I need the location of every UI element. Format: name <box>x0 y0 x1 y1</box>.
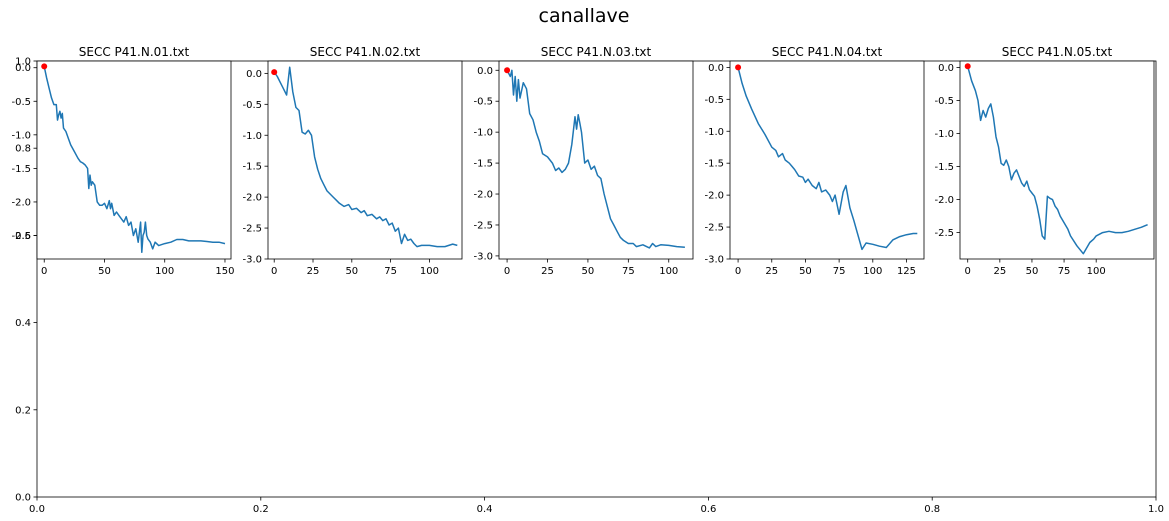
axes-3: SECC P41.N.03.txt 0 25 50 75 100 0.0 -0.5 -1.0 -1… <box>473 45 694 277</box>
y-tick-label: -1.0 <box>934 129 954 140</box>
y-tick-label: -3.0 <box>704 255 724 266</box>
start-point-marker <box>271 69 278 76</box>
axes-1: SECC P41.N.01.txt 0 50 100 150 0.0 -0.5 -1.0 -1.… <box>11 45 234 277</box>
x-tick-label: 50 <box>98 266 111 277</box>
axes-container: 0.0 0.2 0.4 0.6 0.8 1.00.00.20.40.60.81.0SECC… <box>11 45 1163 515</box>
y-tick-label: 0.0 <box>15 63 31 74</box>
y-tick-label: 0.0 <box>708 63 724 74</box>
x-tick-label: 25 <box>541 266 554 277</box>
x-tick-label: 25 <box>765 266 778 277</box>
axes-frame <box>498 60 694 260</box>
y-tick-label: 0.0 <box>938 63 954 74</box>
y-tick-label: 0.6 <box>15 231 31 242</box>
x-tick-label: 100 <box>659 266 678 277</box>
x-tick-label: 50 <box>582 266 595 277</box>
x-tick-label: 0.8 <box>924 504 940 515</box>
y-tick-label: -0.5 <box>473 97 493 108</box>
y-tick-label: -3.0 <box>242 255 262 266</box>
y-tick-label: -2.0 <box>704 191 724 202</box>
start-point-marker <box>504 67 511 74</box>
start-point-marker <box>41 63 48 70</box>
axes-frame <box>36 60 232 260</box>
y-tick-label: 0.0 <box>246 69 262 80</box>
subplot-title: SECC P41.N.04.txt <box>772 45 883 59</box>
y-tick-label: 0.4 <box>15 318 31 329</box>
y-tick-label: -2.5 <box>473 220 493 231</box>
y-tick-label: -2.0 <box>11 197 31 208</box>
y-tick-label: -0.5 <box>934 96 954 107</box>
x-tick-label: 0 <box>735 266 741 277</box>
x-tick-label: 0.0 <box>29 504 45 515</box>
y-tick-label: -1.5 <box>704 159 724 170</box>
y-tick-label: -2.5 <box>704 223 724 234</box>
x-tick-label: 25 <box>993 266 1006 277</box>
x-tick-label: 0 <box>41 266 47 277</box>
y-tick-label: -2.0 <box>473 190 493 201</box>
subplot-title: SECC P41.N.05.txt <box>1002 45 1113 59</box>
y-tick-label: -3.0 <box>473 251 493 262</box>
axes-frame <box>729 60 925 260</box>
y-tick-label: -2.0 <box>934 195 954 206</box>
start-point-marker <box>735 64 742 71</box>
y-tick-label: -0.5 <box>704 95 724 106</box>
axes-2: SECC P41.N.02.txt 0 25 50 75 100 0.0 -0.5 -1.0 -1… <box>242 45 463 277</box>
y-tick-label: -1.0 <box>704 127 724 138</box>
y-tick-label: -2.5 <box>11 231 31 242</box>
x-tick-label: 100 <box>155 266 174 277</box>
x-tick-label: 0 <box>504 266 510 277</box>
x-tick-label: 100 <box>420 266 439 277</box>
x-tick-label: 1.0 <box>1148 504 1164 515</box>
y-tick-label: 0.0 <box>477 66 493 77</box>
axes-frame <box>959 60 1155 260</box>
subplot-title: SECC P41.N.02.txt <box>310 45 421 59</box>
y-tick-label: 0.0 <box>15 493 31 504</box>
x-tick-label: 100 <box>1087 266 1106 277</box>
y-tick-label: -0.5 <box>11 97 31 108</box>
subplot-title: SECC P41.N.01.txt <box>79 45 190 59</box>
axes-4: SECC P41.N.04.txt 0 25 50 75 100 125 0.0 -0.5 -1.… <box>704 45 925 277</box>
x-tick-label: 0 <box>271 266 277 277</box>
profile-line <box>506 69 685 249</box>
x-tick-label: 50 <box>799 266 812 277</box>
x-tick-label: 50 <box>345 266 358 277</box>
profile-line <box>43 66 226 254</box>
x-tick-label: 0.4 <box>477 504 493 515</box>
y-tick-label: -1.5 <box>934 162 954 173</box>
y-tick-label: -2.0 <box>242 193 262 204</box>
profile-line <box>737 67 918 251</box>
x-tick-label: 0 <box>965 266 971 277</box>
x-tick-label: 0.6 <box>700 504 716 515</box>
x-tick-label: 150 <box>215 266 234 277</box>
x-tick-label: 0.2 <box>253 504 269 515</box>
x-tick-label: 125 <box>897 266 916 277</box>
profile-line <box>966 66 1148 255</box>
x-tick-label: 75 <box>384 266 397 277</box>
y-tick-label: -1.0 <box>11 130 31 141</box>
start-point-marker <box>964 63 971 70</box>
x-tick-label: 50 <box>1026 266 1039 277</box>
y-tick-label: -0.5 <box>242 100 262 111</box>
y-tick-label: -1.0 <box>473 128 493 139</box>
y-tick-label: 0.2 <box>15 405 31 416</box>
subplot-title: SECC P41.N.03.txt <box>541 45 652 59</box>
profile-line <box>273 66 458 248</box>
x-tick-label: 100 <box>863 266 882 277</box>
x-tick-label: 75 <box>833 266 846 277</box>
figure-title: canallave <box>539 5 630 27</box>
axes-5: SECC P41.N.05.txt 0 25 50 75 100 0.0 -0.5 -1.0 -1… <box>934 45 1155 277</box>
x-tick-label: 75 <box>622 266 635 277</box>
x-tick-label: 25 <box>307 266 320 277</box>
x-tick-label: 75 <box>1058 266 1071 277</box>
y-tick-label: -1.0 <box>242 131 262 142</box>
y-tick-label: -2.5 <box>242 224 262 235</box>
y-tick-label: -1.5 <box>242 162 262 173</box>
y-tick-label: -1.5 <box>473 159 493 170</box>
y-tick-label: 1.0 <box>15 57 31 68</box>
y-tick-label: -2.5 <box>934 228 954 239</box>
y-tick-label: 0.8 <box>15 144 31 155</box>
y-tick-label: -1.5 <box>11 164 31 175</box>
axes-frame <box>267 60 463 260</box>
